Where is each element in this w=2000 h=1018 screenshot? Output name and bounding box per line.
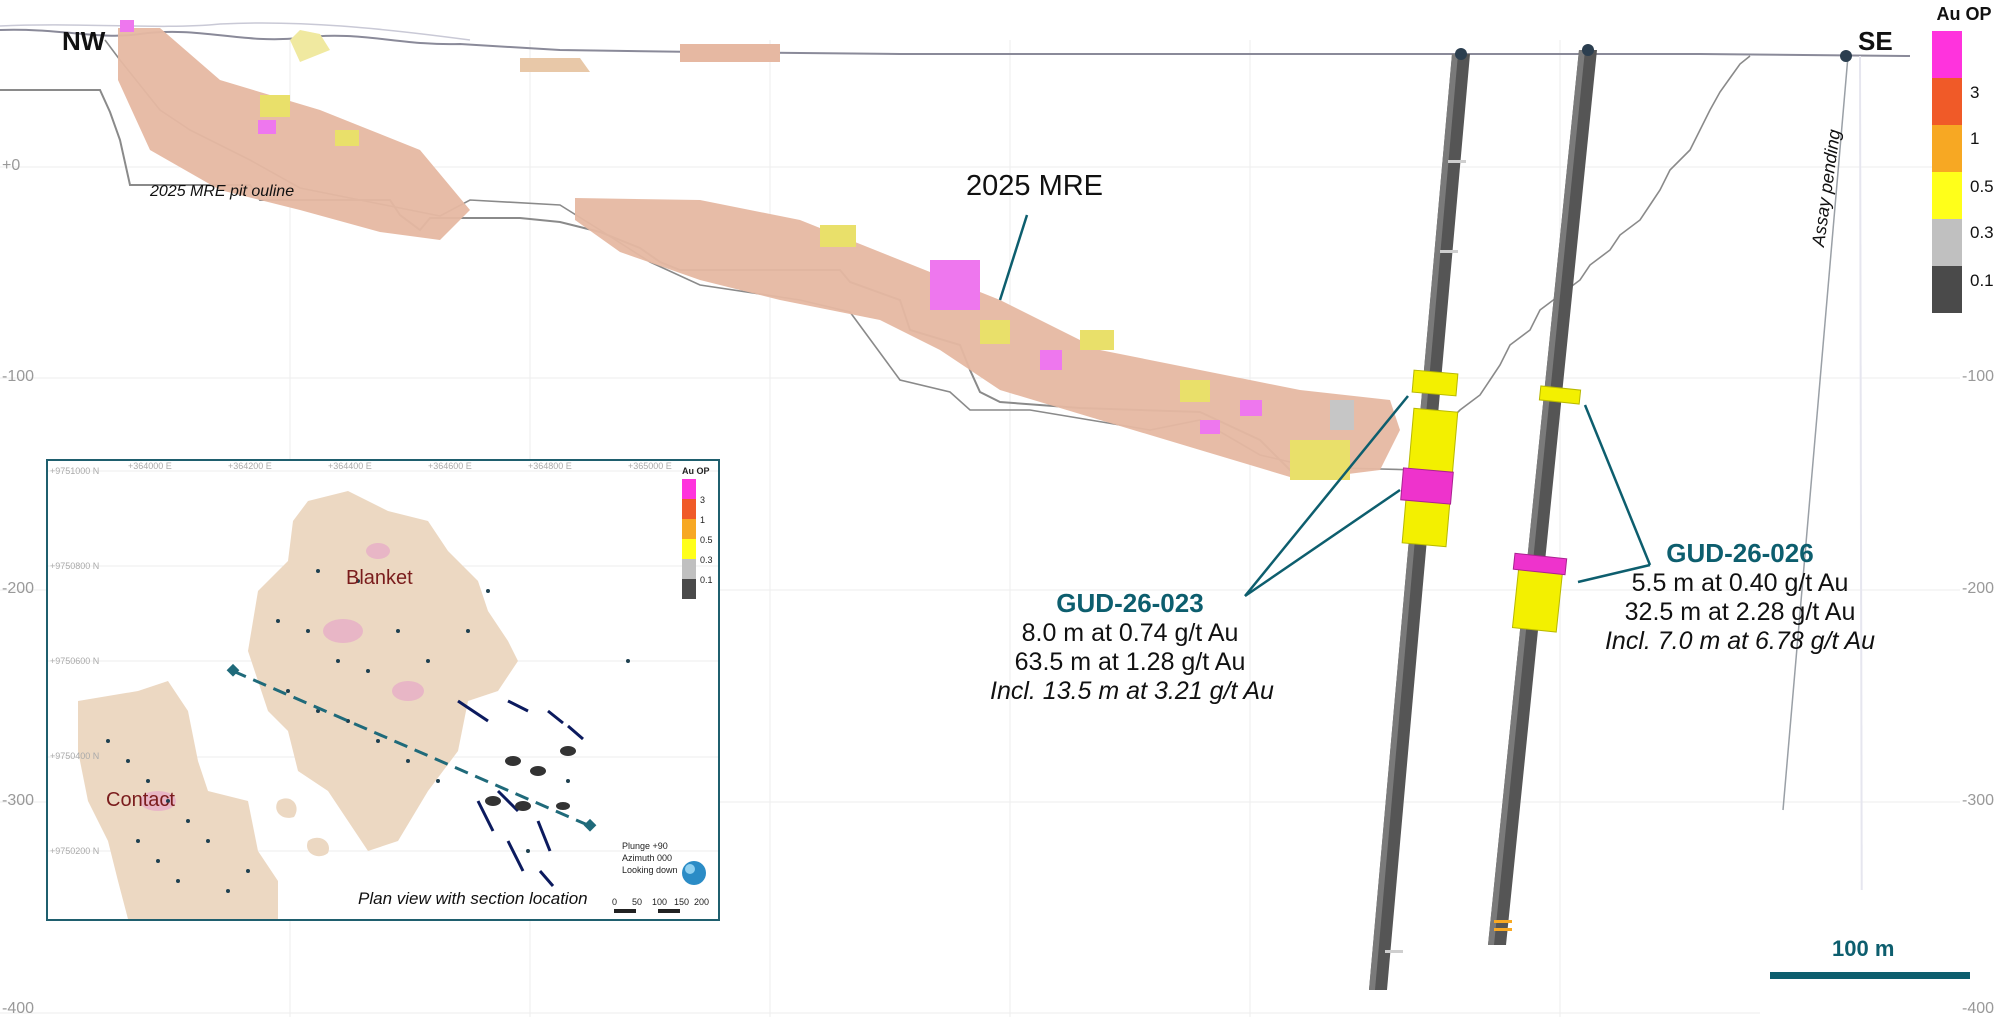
hole-2-block: GUD-26-026 5.5 m at 0.40 g/t Au 32.5 m a… — [1600, 538, 1880, 656]
inset-scale-tick: 150 — [674, 897, 690, 907]
legend-swatch-0-3 — [1932, 172, 1962, 219]
grade-legend: Au OP 3 1 0.5 0.3 0.1 — [1932, 4, 1996, 315]
inset-scale-tick: 50 — [632, 897, 643, 907]
hole-1-block: GUD-26-023 8.0 m at 0.74 g/t Au 63.5 m a… — [990, 588, 1274, 706]
inset-legend-label: 0.5 — [700, 535, 713, 545]
inset-easting: +364800 E — [528, 461, 572, 471]
depth-tick-right: -100 — [1962, 368, 1995, 385]
drillhole-gud-26-026 — [1488, 44, 1597, 945]
blanket-label: Blanket — [346, 567, 413, 589]
inset-easting: +365000 E — [628, 461, 672, 471]
inset-caption: Plan view with section location — [358, 889, 588, 908]
inset-legend-label: 0.3 — [700, 555, 713, 565]
inset-legend-title: Au OP — [682, 466, 710, 476]
hole-1-name: GUD-26-023 — [1056, 588, 1204, 618]
topography-line — [0, 28, 1911, 57]
scale-bar-box — [1760, 890, 2000, 1017]
depth-tick-right: -300 — [1962, 792, 1995, 809]
leader-lines — [998, 214, 1652, 598]
scale-bar — [1770, 972, 1970, 979]
inset-northing: +9751000 N — [50, 466, 100, 476]
depth-tick: -100 — [2, 368, 35, 385]
legend-title: Au OP — [1936, 4, 1992, 24]
legend-label: 3 — [1970, 83, 1980, 102]
inset-scale-tick: 0 — [612, 897, 618, 907]
hole-2-line-1: 5.5 m at 0.40 g/t Au — [1631, 569, 1849, 597]
depth-tick: +0 — [2, 157, 21, 174]
mre-pit-outline — [104, 39, 1751, 471]
inset-legend-label: 1 — [700, 515, 706, 525]
inset-legend-label: 3 — [700, 495, 706, 505]
contact-label: Contact — [106, 789, 175, 811]
drillhole-gud-26-023 — [1369, 48, 1470, 990]
inset-azimuth: Azimuth 000 — [622, 853, 673, 863]
inset-easting: +364000 E — [128, 461, 172, 471]
nw-label: NW — [62, 26, 106, 56]
se-label: SE — [1858, 26, 1893, 56]
inset-plunge: Plunge +90 — [622, 841, 668, 851]
inset-easting: +364600 E — [428, 461, 472, 471]
inset-looking: Looking down — [622, 865, 678, 875]
legend-swatch-0-1 — [1932, 219, 1962, 266]
legend-label: 0.3 — [1970, 223, 1994, 242]
legend-label: 0.5 — [1970, 177, 1994, 196]
hole-1-incl: Incl. 13.5 m at 3.21 g/t Au — [990, 677, 1274, 705]
inset-northing: +9750200 N — [50, 846, 100, 856]
legend-swatch-3 — [1932, 31, 1962, 78]
legend-swatch-1 — [1932, 78, 1962, 125]
mre-label: 2025 MRE — [966, 170, 1104, 202]
pending-hole-collar — [1840, 50, 1852, 62]
hole-2-name: GUD-26-026 — [1666, 538, 1814, 568]
inset-scale-tick: 200 — [694, 897, 710, 907]
plan-view-inset: Blanket Contact Plan view with section l… — [46, 459, 720, 921]
mre-pit-label: 2025 MRE pit ouline — [150, 183, 295, 200]
inset-northing: +9750800 N — [50, 561, 100, 571]
legend-swatch-low — [1932, 266, 1962, 313]
depth-tick: -400 — [2, 1000, 35, 1017]
hole-2-line-2: 32.5 m at 2.28 g/t Au — [1624, 598, 1856, 626]
inset-northing: +9750400 N — [50, 751, 100, 761]
plan-view-map — [48, 470, 718, 919]
depth-tick-right: -200 — [1962, 580, 1995, 597]
depth-tick: -300 — [2, 792, 35, 809]
pending-hole-trace — [1782, 55, 1849, 811]
inset-scale-tick: 100 — [652, 897, 668, 907]
hole-2-incl: Incl. 7.0 m at 6.78 g/t Au — [1604, 627, 1876, 655]
inset-northing: +9750600 N — [50, 656, 100, 666]
legend-swatch-0-5 — [1932, 125, 1962, 172]
legend-label: 1 — [1970, 129, 1980, 148]
mre-block-model — [118, 20, 1400, 480]
legend-label: 0.1 — [1970, 271, 1994, 290]
inset-easting: +364400 E — [328, 461, 372, 471]
depth-tick-right: -400 — [1962, 1000, 1995, 1017]
hole-1-line-1: 8.0 m at 0.74 g/t Au — [1021, 619, 1239, 647]
depth-tick: -200 — [2, 580, 35, 597]
scale-label: 100 m — [1832, 936, 1895, 961]
hole-1-line-2: 63.5 m at 1.28 g/t Au — [1014, 648, 1246, 676]
inset-easting: +364200 E — [228, 461, 272, 471]
inset-legend-label: 0.1 — [700, 575, 713, 585]
